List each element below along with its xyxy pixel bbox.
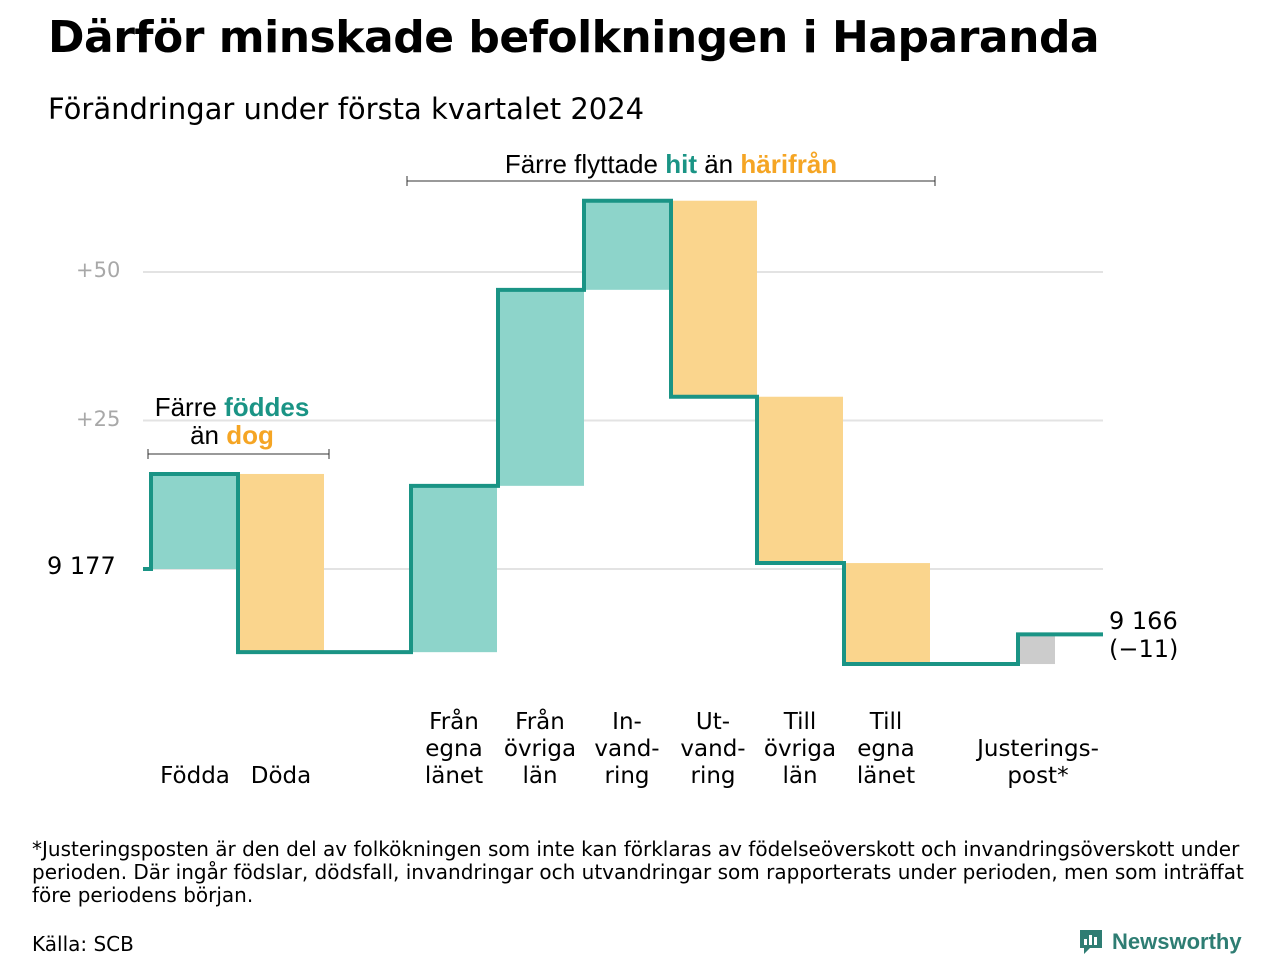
category-label: Födda: [160, 763, 230, 789]
category-label: Från övriga län: [503, 709, 577, 789]
newsworthy-icon: [1080, 930, 1102, 954]
chart-title: Därför minskade befolkningen i Haparanda: [48, 12, 1100, 63]
category-label: In- vand- ring: [594, 709, 660, 789]
bar-6: [671, 200, 757, 397]
migration-anno-emphasis-2: härifrån: [740, 149, 838, 179]
brand-name: Newsworthy: [1112, 929, 1242, 954]
start-value-label: 9 177: [47, 552, 116, 580]
category-label: Döda: [250, 763, 312, 789]
running-total-line: [143, 198, 1103, 667]
category-label: Ut- vand- ring: [680, 709, 746, 789]
waterfall-chart: [143, 176, 1103, 667]
category-label: Justerings- post*: [977, 736, 1099, 789]
category-label: Från egna länet: [424, 709, 484, 789]
births-annotation: Färre föddes än dog: [148, 393, 316, 449]
bar-2: [238, 473, 324, 653]
bar-8: [844, 563, 930, 665]
end-value-label: 9 166 (−11): [1109, 607, 1179, 663]
migration-anno-text-1: Färre flyttade: [504, 149, 658, 179]
category-label: Till egna länet: [856, 709, 916, 789]
migration-anno-emphasis-1: hit: [665, 149, 697, 179]
migration-annotation: Färre flyttade hit än härifrån: [407, 150, 935, 178]
bar-3: [411, 485, 497, 653]
footnote: *Justeringsposten är den del av folkökni…: [32, 837, 1244, 907]
source-label: Källa: SCB: [32, 932, 134, 956]
brand-logo: Newsworthy: [1078, 928, 1242, 956]
bar-5: [584, 200, 670, 290]
bar-4: [498, 289, 584, 486]
chart-subtitle: Förändringar under första kvartalet 2024: [48, 92, 645, 126]
births-anno-emphasis-1: föddes: [224, 392, 310, 422]
y-tick-label: +25: [76, 406, 121, 431]
category-label: Till övriga län: [763, 709, 837, 789]
migration-anno-text-2: än: [704, 149, 734, 179]
births-anno-text-1: Färre: [154, 392, 217, 422]
bar-7: [757, 396, 843, 564]
births-anno-emphasis-2: dog: [226, 420, 274, 450]
bar-1: [151, 473, 237, 569]
y-tick-label: +50: [76, 258, 121, 282]
births-anno-text-2: än: [190, 420, 220, 450]
bar-9: [1018, 634, 1055, 665]
